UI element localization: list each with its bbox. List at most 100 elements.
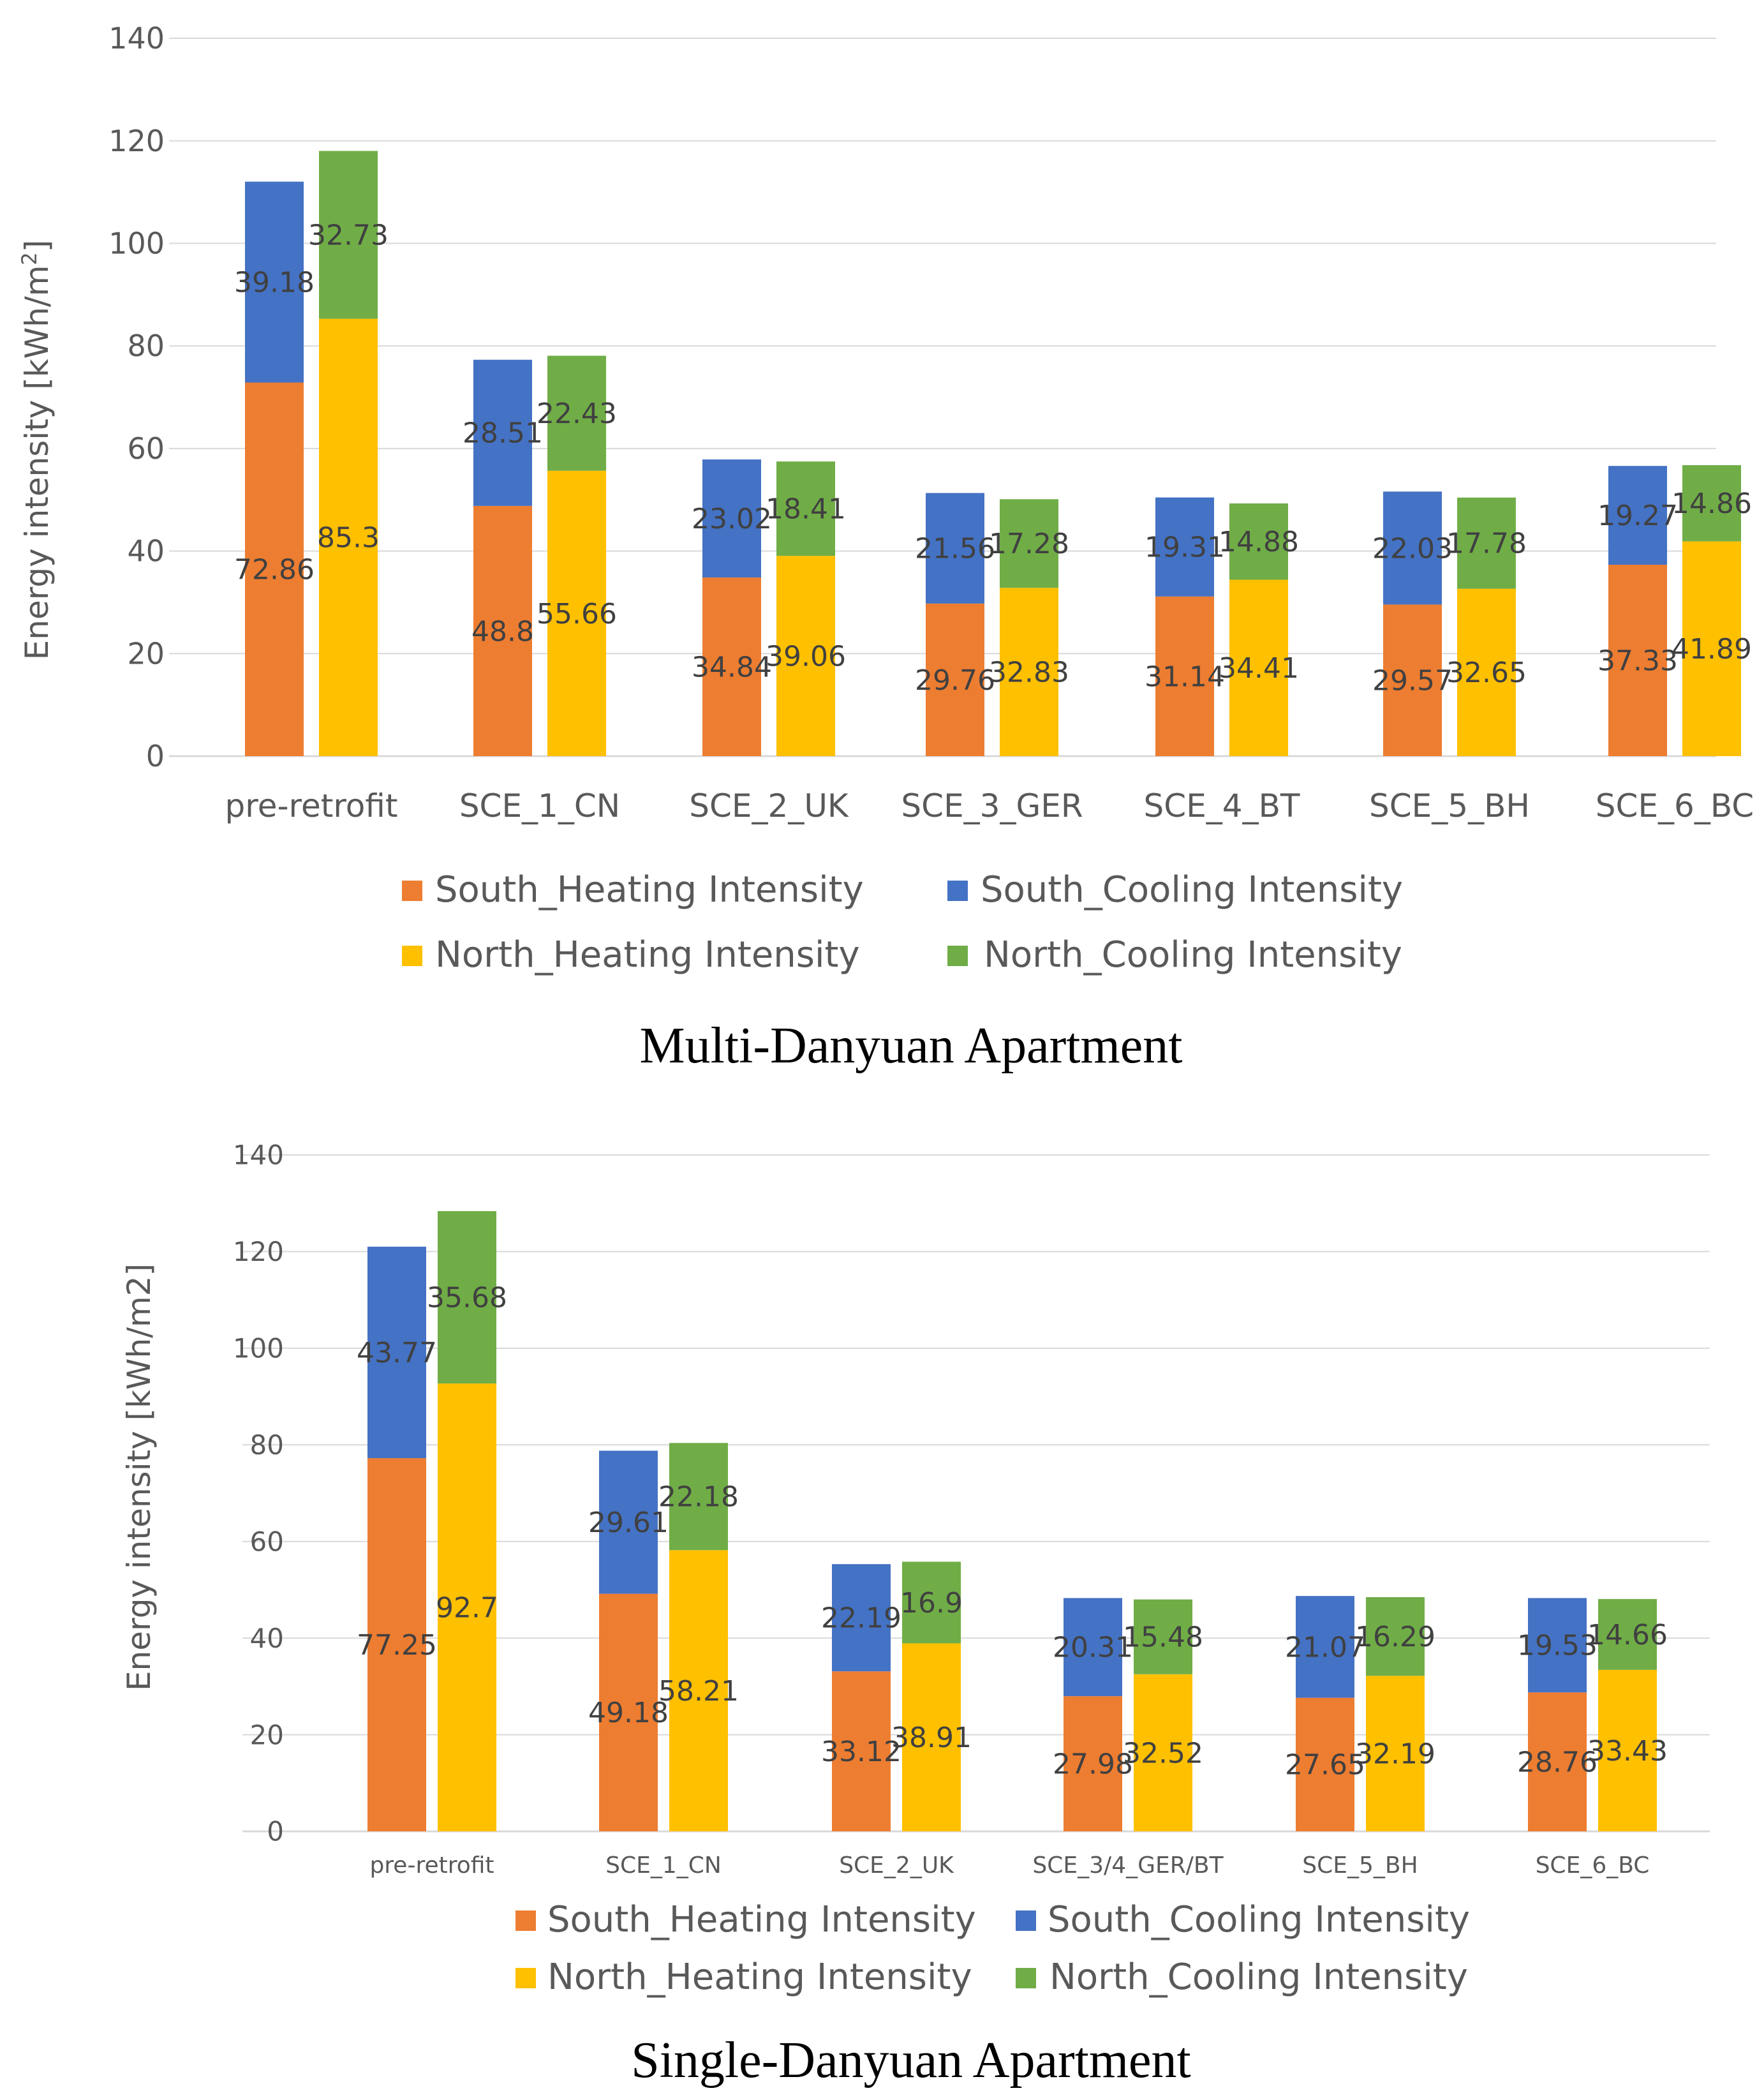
label-south-cooling: 43.77 — [357, 1337, 437, 1369]
label-south-cooling: 20.31 — [1053, 1632, 1133, 1664]
legend-label-south-cooling: South_Cooling Intensity — [1048, 1899, 1470, 1940]
single-danyuan-legend: South_Heating Intensity South_Cooling In… — [515, 1899, 1470, 1998]
bar-south-heating — [599, 1593, 658, 1831]
bar-north-cooling — [1457, 497, 1516, 589]
bar-south-heating — [1608, 565, 1667, 756]
y-tick-label: 140 — [233, 1140, 284, 1171]
legend-swatch-south-cooling — [947, 881, 968, 901]
bar-south-cooling — [1064, 1598, 1122, 1697]
single-danyuan-chart: 0 20 40 60 80 100 120 140 Energy intensity [kWh… — [121, 1140, 1710, 2089]
y-tick-label: 100 — [108, 227, 165, 261]
label-north-heating: 38.91 — [891, 1722, 972, 1754]
label-south-heating: 37.33 — [1598, 644, 1678, 677]
x-tick-label: SCE_1_CN — [605, 1852, 722, 1879]
label-south-heating: 49.18 — [588, 1697, 669, 1729]
label-north-heating: 92.7 — [436, 1591, 498, 1624]
legend-swatch-south-heating — [402, 881, 422, 901]
multi-danyuan-caption: Multi-Danyuan Apartment — [640, 1018, 1183, 1074]
bar-north-heating — [1598, 1669, 1657, 1831]
label-south-heating: 29.76 — [915, 664, 995, 697]
bar-north-cooling — [1134, 1599, 1192, 1674]
legend-swatch-south-cooling — [1016, 1910, 1036, 1931]
y-tick-label: 140 — [108, 21, 165, 56]
y-tick-label: 40 — [127, 534, 165, 569]
y-tick-label: 40 — [250, 1623, 284, 1654]
bar-south-cooling — [245, 181, 304, 383]
bar-south-cooling — [702, 459, 761, 578]
multi-danyuan-x-tick-labels: pre-retrofit SCE_1_CN SCE_2_UK SCE_3_GER SCE… — [225, 787, 1754, 824]
bar-south-cooling — [1528, 1598, 1587, 1693]
legend-label-north-cooling: North_Cooling Intensity — [1049, 1956, 1468, 1998]
label-south-heating: 28.76 — [1517, 1746, 1598, 1779]
bar-north-cooling — [1366, 1597, 1425, 1676]
x-tick-label: SCE_5_BH — [1369, 787, 1530, 824]
label-north-cooling: 14.66 — [1587, 1619, 1668, 1651]
label-north-cooling: 17.28 — [989, 528, 1069, 560]
label-north-cooling: 17.78 — [1446, 528, 1527, 560]
label-south-heating: 27.98 — [1053, 1748, 1133, 1780]
single-danyuan-caption: Single-Danyuan Apartment — [631, 2032, 1191, 2089]
bar-south-heating — [1528, 1692, 1587, 1831]
multi-danyuan-bars — [245, 151, 1741, 756]
bar-north-cooling — [1229, 503, 1288, 580]
bar-south-cooling — [926, 493, 984, 604]
label-north-cooling: 16.9 — [900, 1587, 963, 1620]
label-south-cooling: 19.31 — [1145, 532, 1225, 564]
x-tick-label: SCE_2_UK — [689, 787, 849, 824]
label-north-cooling: 22.18 — [658, 1481, 739, 1514]
bar-north-cooling — [776, 461, 835, 556]
x-tick-label: SCE_6_BC — [1596, 787, 1754, 824]
single-danyuan-y-tick-labels: 0 20 40 60 80 100 120 140 — [233, 1140, 284, 1847]
bar-north-cooling — [902, 1561, 961, 1644]
label-south-cooling: 22.19 — [821, 1602, 901, 1635]
y-tick-label: 0 — [267, 1816, 284, 1847]
bar-north-cooling — [1598, 1598, 1657, 1670]
bar-north-heating — [1000, 588, 1058, 756]
bar-north-cooling — [319, 151, 378, 319]
label-north-cooling: 35.68 — [427, 1281, 507, 1314]
multi-danyuan-y-axis-label: Energy intensity [kWh/m2] — [17, 240, 56, 660]
label-south-cooling: 23.02 — [692, 503, 772, 535]
x-tick-label: pre-retrofit — [369, 1852, 494, 1879]
label-south-heating: 31.14 — [1145, 660, 1225, 693]
bar-north-heating — [1229, 579, 1288, 756]
label-south-heating: 72.86 — [234, 554, 315, 586]
bar-south-heating — [926, 603, 984, 756]
bar-south-cooling — [1383, 491, 1442, 605]
legend-label-south-heating: South_Heating Intensity — [547, 1899, 976, 1940]
label-north-heating: 39.06 — [766, 640, 846, 673]
x-tick-label: SCE_1_CN — [459, 787, 620, 824]
single-danyuan-y-axis-label: Energy intensity [kWh/m2] — [121, 1263, 158, 1691]
label-north-cooling: 18.41 — [766, 493, 846, 526]
label-north-heating: 33.43 — [1587, 1735, 1668, 1768]
bar-south-heating — [832, 1671, 891, 1831]
y-tick-label: 80 — [127, 329, 165, 363]
bar-north-heating — [438, 1383, 496, 1831]
label-north-heating: 32.83 — [989, 656, 1069, 689]
label-south-cooling: 28.51 — [463, 417, 543, 450]
x-tick-label: SCE_2_UK — [839, 1852, 954, 1879]
bar-south-heating — [1064, 1696, 1122, 1831]
bar-south-heating — [1383, 604, 1442, 756]
label-south-heating: 29.57 — [1372, 665, 1453, 697]
multi-danyuan-data-labels: 72.86 39.18 85.3 32.73 48.8 28.51 55.66 22.43 34… — [234, 219, 1752, 697]
bar-south-heating — [367, 1458, 426, 1831]
single-danyuan-bars — [367, 1210, 1657, 1831]
bar-north-heating — [1366, 1676, 1425, 1831]
bar-south-cooling — [832, 1564, 891, 1672]
legend-swatch-north-cooling — [947, 946, 968, 966]
label-south-cooling: 22.03 — [1372, 532, 1453, 565]
bar-north-cooling — [547, 355, 606, 471]
x-tick-label: pre-retrofit — [225, 787, 398, 824]
bar-north-heating — [1134, 1674, 1192, 1831]
y-tick-label: 120 — [233, 1236, 284, 1267]
bar-north-heating — [669, 1550, 728, 1831]
y-tick-label: 20 — [250, 1719, 284, 1750]
bar-north-heating — [1682, 541, 1741, 756]
label-south-cooling: 19.53 — [1517, 1630, 1598, 1662]
bar-south-cooling — [1296, 1596, 1354, 1698]
bar-north-heating — [902, 1643, 961, 1831]
label-north-heating: 32.52 — [1123, 1737, 1203, 1769]
label-north-heating: 85.3 — [317, 522, 380, 555]
legend-label-south-cooling: South_Cooling Intensity — [981, 869, 1403, 911]
